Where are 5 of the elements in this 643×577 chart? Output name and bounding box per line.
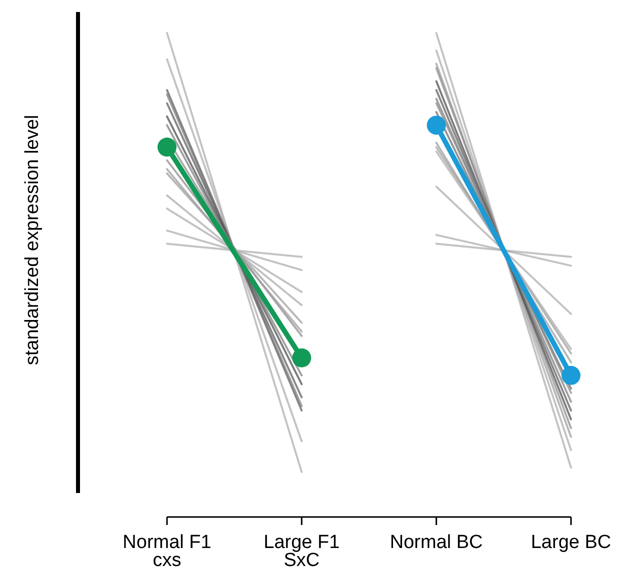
x-tick-label: Large BC <box>530 532 612 553</box>
y-axis-title: standardized expression level <box>22 114 43 366</box>
x-tick-label: Normal BC <box>390 532 483 553</box>
x-tick-label: Large F1 SxC <box>264 532 340 571</box>
x-tick-label: Normal F1 cxs <box>122 532 212 571</box>
